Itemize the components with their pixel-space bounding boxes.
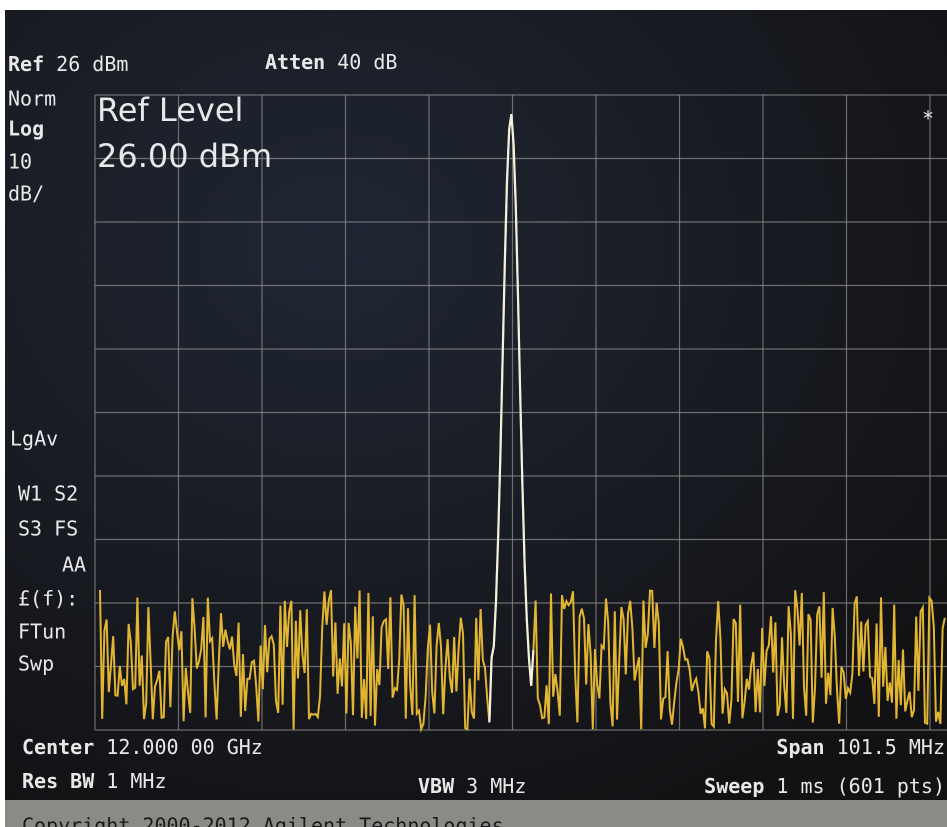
left-panel-item: AA [62,553,86,577]
left-panel-item: Norm [8,87,56,111]
sweep-label: Sweep [704,774,764,798]
left-panel-item: Swp [18,652,54,676]
left-panel-item: S3 FS [18,517,78,541]
ref-label: Ref [8,52,44,76]
ref-box-value: 26.00 dBm [97,137,272,175]
footer-text: Sweep 1 ms (601 pts) [704,774,945,798]
left-panel-item: £(f): [18,587,78,611]
copyright: Copyright 2000-2012 Agilent Technologies [22,814,504,827]
footer-text: VBW 3 MHz [418,774,526,798]
span-label: Span [776,735,824,759]
span-value: 101.5 MHz [837,735,945,759]
left-panel-item: 10 [8,150,32,174]
vbw-label: VBW [418,774,455,798]
footer-text: Center 12.000 00 GHz [22,735,263,759]
trace [99,114,946,733]
vbw-value: 3 MHz [466,774,526,798]
copyright-bar [5,800,947,827]
ref-box-title: Ref Level [97,91,243,129]
atten-label: Atten [265,50,325,74]
marker: * [922,107,934,131]
left-panel-item: Log [8,117,44,141]
left-panel-item: dB/ [8,182,44,206]
atten-value: 40 dB [337,50,397,74]
rbw-label: Res BW [22,769,95,793]
graticule [94,94,947,731]
left-panel-item: W1 S2 [18,482,78,506]
peak-trace [488,114,535,723]
header-text: Ref 26 dBm [8,52,128,76]
left-panel: Norm Log 10 dB/LgAv W1 S2 S3 FS AA £(f): FTun Swp [8,87,86,676]
center-value: 12.000 00 GHz [106,735,263,759]
rbw-value: 1 MHz [106,769,166,793]
sweep-value: 1 ms (601 pts) [776,774,945,798]
footer-text: Span 101.5 MHz [776,735,945,759]
left-panel-item: LgAv [10,427,58,451]
footer-text: Res BW 1 MHz [22,769,167,793]
header-text: Atten 40 dB [265,50,397,74]
ref-value: 26 dBm [56,52,128,76]
left-panel-item: FTun [18,620,66,644]
center-label: Center [22,735,94,759]
